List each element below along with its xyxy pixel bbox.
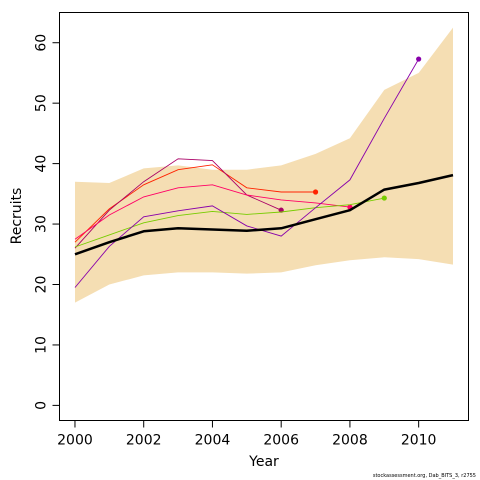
x-tick-label: 2000 (57, 433, 93, 449)
series-layer (74, 56, 454, 288)
x-axis-title: Year (248, 454, 279, 470)
x-tick-label: 2008 (332, 433, 368, 449)
x-tick-label: 2010 (401, 433, 437, 449)
retro-series-line-3 (74, 184, 350, 240)
x-tick-label: 2004 (195, 433, 231, 449)
y-axis-title: Recruits (9, 188, 25, 245)
retro-series-endpoint-4 (381, 195, 387, 201)
y-tick-label: 30 (34, 215, 50, 233)
main-series-line (74, 173, 454, 256)
credit-text: stockassessment.org, Dab_BITS_3, r2755 (373, 473, 476, 479)
confidence-band (75, 27, 453, 303)
y-tick-label: 20 (34, 276, 50, 294)
axis-layer: 2000 2002 2004 2006 2008 2010 0 10 20 30 40 50 60 (34, 34, 437, 449)
retro-series-endpoint-1 (312, 189, 319, 195)
x-tick-label: 2006 (263, 433, 299, 449)
retro-series-line-4 (74, 197, 385, 248)
retro-series-endpoint-5 (416, 56, 422, 62)
y-tick-label: 60 (34, 34, 50, 52)
retro-series-line-5 (74, 58, 420, 288)
y-tick-label: 0 (34, 401, 50, 410)
y-tick-label: 40 (34, 155, 50, 173)
x-tick-label: 2002 (126, 433, 162, 449)
y-tick-label: 10 (34, 336, 50, 354)
confidence-band-layer (75, 27, 453, 303)
y-tick-label: 50 (34, 94, 50, 112)
